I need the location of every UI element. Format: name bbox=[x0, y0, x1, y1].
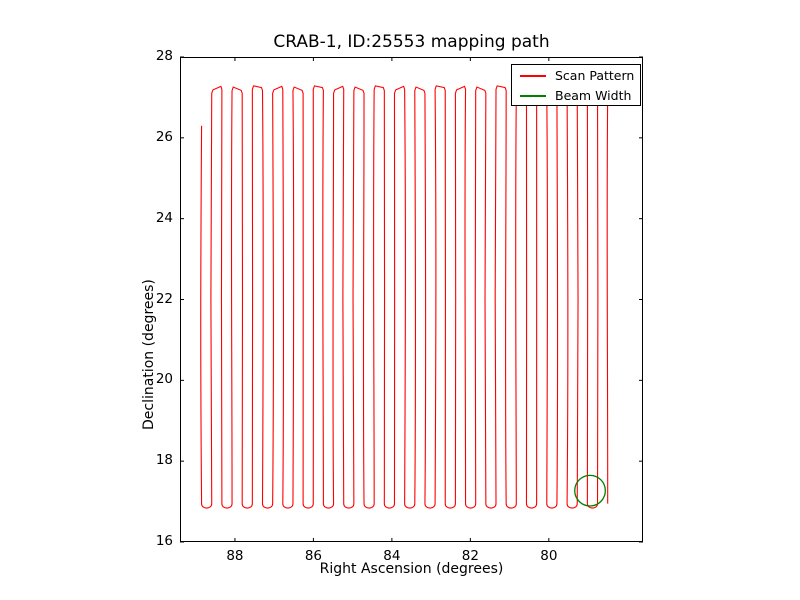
x-tick-label: 88 bbox=[226, 548, 244, 564]
beam-width-circle bbox=[574, 474, 606, 507]
y-tick-label: 24 bbox=[155, 209, 173, 226]
plot-frame bbox=[180, 57, 643, 542]
y-tick-label: 26 bbox=[155, 128, 173, 145]
x-tick-label: 84 bbox=[383, 548, 401, 564]
legend-swatch-scan-pattern bbox=[520, 74, 546, 77]
axis-ticks bbox=[180, 56, 643, 543]
x-axis-label: Right Ascension (degrees) bbox=[319, 561, 504, 577]
y-tick-label: 20 bbox=[155, 371, 173, 388]
legend-label-beam-width: Beam Width bbox=[555, 88, 632, 103]
legend-item-beam-width[interactable]: Beam Width bbox=[512, 85, 642, 106]
legend-item-scan-pattern[interactable]: Scan Pattern bbox=[512, 65, 642, 86]
legend[interactable]: Scan Pattern Beam Width bbox=[511, 64, 641, 106]
legend-label-scan-pattern: Scan Pattern bbox=[555, 68, 635, 83]
scan-pattern-line bbox=[200, 85, 609, 509]
x-tick-label: 86 bbox=[304, 548, 322, 564]
chart-title: CRAB-1, ID:25553 mapping path bbox=[273, 32, 550, 52]
y-tick-label: 16 bbox=[155, 533, 173, 549]
x-tick-label: 82 bbox=[461, 548, 479, 564]
y-tick-label: 22 bbox=[155, 290, 173, 307]
y-tick-label: 28 bbox=[155, 48, 173, 64]
x-tick-label: 80 bbox=[540, 548, 558, 564]
y-tick-label: 18 bbox=[155, 452, 173, 469]
legend-swatch-beam-width bbox=[520, 94, 546, 97]
